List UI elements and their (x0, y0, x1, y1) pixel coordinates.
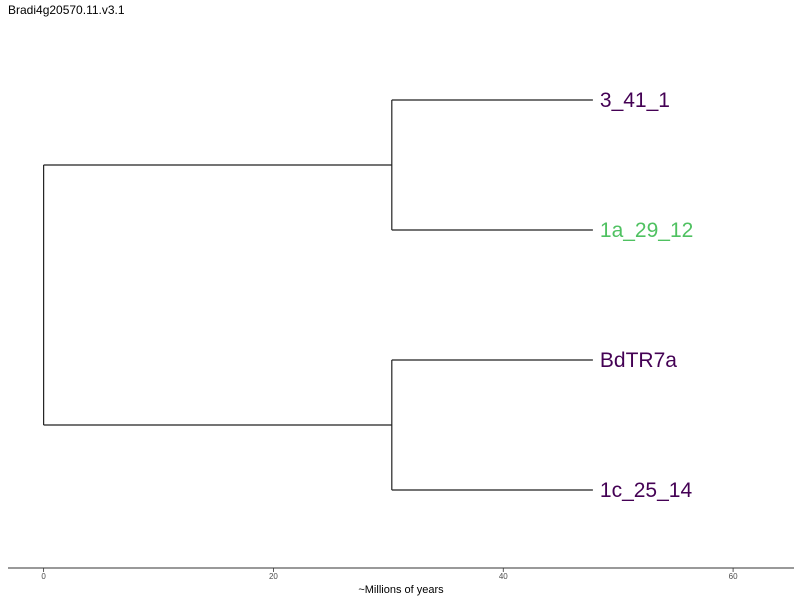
x-tick-label-60: 60 (729, 572, 738, 581)
x-tick-label-20: 20 (269, 572, 278, 581)
tip-label-BdTR7a: BdTR7a (600, 349, 677, 372)
tip-label-3_41_1: 3_41_1 (600, 89, 670, 112)
tip-labels: 3_41_1 1a_29_12 BdTR7a 1c_25_14 (600, 89, 693, 502)
x-axis-title: ~Millions of years (358, 584, 444, 596)
x-tick-label-40: 40 (499, 572, 508, 581)
tree-branches (43, 99, 593, 491)
x-tick-label-0: 0 (41, 572, 46, 581)
tip-label-1c_25_14: 1c_25_14 (600, 479, 693, 502)
tip-label-1a_29_12: 1a_29_12 (600, 219, 693, 242)
page-title: Bradi4g20570.11.v3.1 (8, 3, 125, 17)
x-axis-ticks: 0 20 40 60 (41, 568, 738, 581)
x-axis: 0 20 40 60 ~Millions of years (8, 567, 794, 596)
